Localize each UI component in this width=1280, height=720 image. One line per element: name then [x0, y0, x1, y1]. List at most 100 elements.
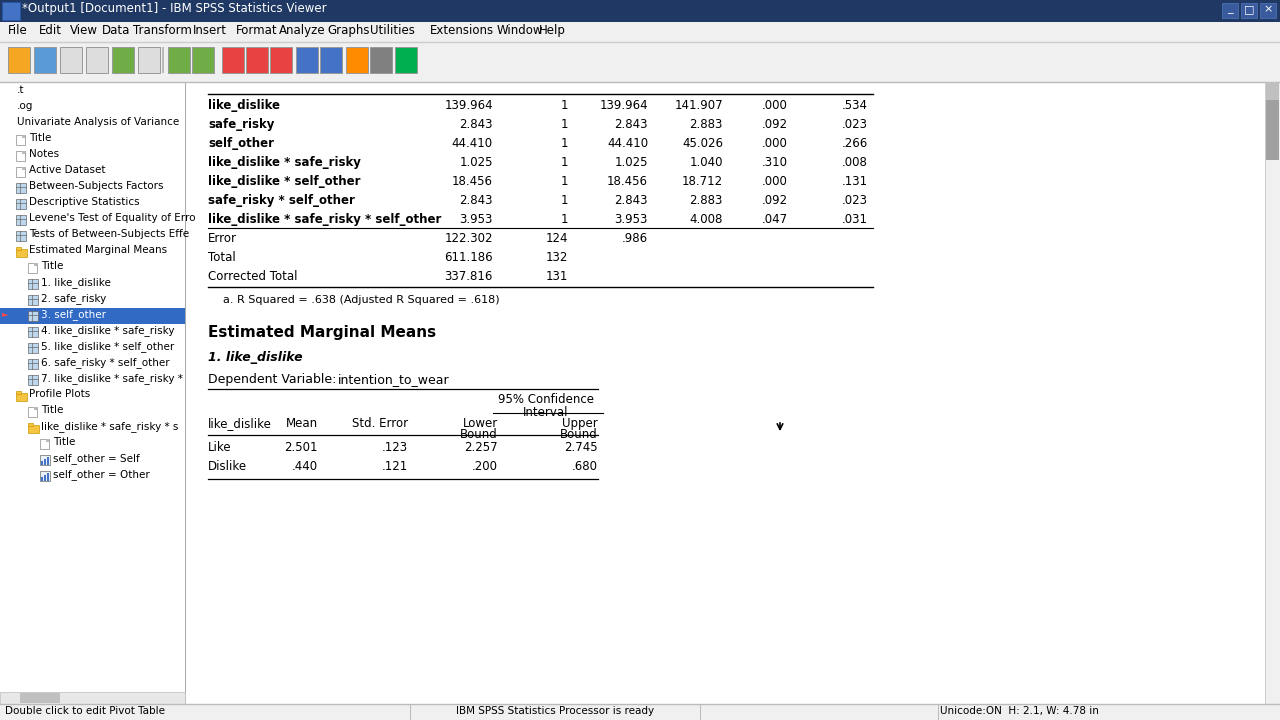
- Bar: [320, 47, 342, 73]
- Text: 131: 131: [545, 270, 568, 283]
- Text: Analyze: Analyze: [279, 24, 325, 37]
- Bar: [0, 308, 186, 324]
- Text: Corrected Total: Corrected Total: [207, 270, 297, 283]
- Bar: [346, 47, 369, 73]
- Text: self_other = Self: self_other = Self: [52, 453, 140, 464]
- Bar: [8, 47, 29, 73]
- Text: 4.008: 4.008: [690, 213, 723, 226]
- Text: 139.964: 139.964: [599, 99, 648, 112]
- Bar: [15, 393, 27, 401]
- Text: Active Dataset: Active Dataset: [29, 165, 105, 175]
- Text: like_dislike * safe_risky * self_other: like_dislike * safe_risky * self_other: [207, 213, 442, 226]
- Text: Estimated Marginal Means: Estimated Marginal Means: [207, 325, 436, 340]
- Text: 3. self_other: 3. self_other: [41, 309, 106, 320]
- Text: Levene's Test of Equality of Erro: Levene's Test of Equality of Erro: [29, 213, 196, 223]
- Text: Mean: Mean: [285, 417, 317, 430]
- Bar: [28, 359, 38, 369]
- Text: 1: 1: [561, 175, 568, 188]
- Bar: [396, 47, 417, 73]
- Bar: [270, 47, 292, 73]
- Bar: [1222, 3, 1238, 18]
- Text: .008: .008: [842, 156, 868, 169]
- Text: 1. like_dislike: 1. like_dislike: [41, 277, 111, 288]
- Bar: [186, 82, 1279, 704]
- Text: Lower: Lower: [463, 417, 498, 430]
- Text: Std. Error: Std. Error: [352, 417, 408, 430]
- Text: 611.186: 611.186: [444, 251, 493, 264]
- Text: .123: .123: [381, 441, 408, 454]
- Bar: [113, 47, 134, 73]
- Text: 7. like_dislike * safe_risky *: 7. like_dislike * safe_risky *: [41, 373, 183, 384]
- Text: .og: .og: [17, 101, 33, 111]
- Text: Transform: Transform: [133, 24, 192, 37]
- Text: Insert: Insert: [193, 24, 227, 37]
- Text: 1: 1: [561, 213, 568, 226]
- Text: 2. safe_risky: 2. safe_risky: [41, 293, 106, 304]
- Text: 3.953: 3.953: [460, 213, 493, 226]
- Text: 2.843: 2.843: [614, 118, 648, 131]
- Text: like_dislike: like_dislike: [207, 99, 280, 112]
- Text: Extensions: Extensions: [430, 24, 494, 37]
- Text: 18.456: 18.456: [452, 175, 493, 188]
- Text: 1: 1: [561, 137, 568, 150]
- Text: 1: 1: [561, 156, 568, 169]
- Text: .121: .121: [381, 460, 408, 473]
- Text: like_dislike * safe_risky * s: like_dislike * safe_risky * s: [41, 421, 178, 432]
- Text: 2.843: 2.843: [614, 194, 648, 207]
- Text: 45.026: 45.026: [682, 137, 723, 150]
- Bar: [35, 263, 37, 266]
- Bar: [15, 167, 26, 177]
- Bar: [44, 475, 46, 481]
- Bar: [138, 47, 160, 73]
- Text: _: _: [1228, 4, 1233, 14]
- Text: 2.501: 2.501: [284, 441, 317, 454]
- Bar: [28, 279, 38, 289]
- Bar: [221, 47, 244, 73]
- Bar: [44, 459, 46, 465]
- Text: 122.302: 122.302: [444, 232, 493, 245]
- Text: 1.040: 1.040: [690, 156, 723, 169]
- Text: like_dislike: like_dislike: [207, 417, 271, 430]
- Text: .310: .310: [762, 156, 788, 169]
- Text: Error: Error: [207, 232, 237, 245]
- Text: safe_risky * self_other: safe_risky * self_other: [207, 194, 355, 207]
- Bar: [0, 704, 1280, 720]
- Text: Title: Title: [29, 133, 51, 143]
- Bar: [1260, 3, 1276, 18]
- Bar: [15, 231, 26, 241]
- Bar: [0, 692, 186, 704]
- Bar: [3, 2, 20, 20]
- Bar: [15, 199, 26, 209]
- Text: self_other = Other: self_other = Other: [52, 469, 150, 480]
- Text: Like: Like: [207, 441, 232, 454]
- Text: .131: .131: [842, 175, 868, 188]
- Text: 2.843: 2.843: [460, 194, 493, 207]
- Text: .000: .000: [762, 137, 788, 150]
- Text: .031: .031: [842, 213, 868, 226]
- Text: 139.964: 139.964: [444, 99, 493, 112]
- Bar: [1265, 82, 1280, 704]
- Text: 44.410: 44.410: [452, 137, 493, 150]
- Text: Total: Total: [207, 251, 236, 264]
- Bar: [86, 47, 108, 73]
- Text: 2.883: 2.883: [690, 118, 723, 131]
- Text: 1: 1: [561, 194, 568, 207]
- Text: like_dislike * self_other: like_dislike * self_other: [207, 175, 361, 188]
- Text: Help: Help: [539, 24, 566, 37]
- Bar: [28, 375, 38, 385]
- Text: 1: 1: [561, 118, 568, 131]
- Text: .000: .000: [762, 99, 788, 112]
- Bar: [370, 47, 392, 73]
- Text: Dislike: Dislike: [207, 460, 247, 473]
- Text: 337.816: 337.816: [444, 270, 493, 283]
- Bar: [15, 135, 26, 145]
- Text: Estimated Marginal Means: Estimated Marginal Means: [29, 245, 168, 255]
- Text: File: File: [8, 24, 28, 37]
- Text: Upper: Upper: [562, 417, 598, 430]
- Text: .023: .023: [842, 118, 868, 131]
- Text: Window: Window: [497, 24, 543, 37]
- Text: ×: ×: [1263, 4, 1272, 14]
- Bar: [246, 47, 268, 73]
- Text: .266: .266: [842, 137, 868, 150]
- Bar: [15, 215, 26, 225]
